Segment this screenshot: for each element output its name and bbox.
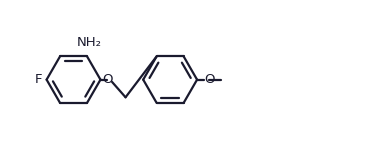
- Text: O: O: [102, 73, 113, 86]
- Text: F: F: [34, 73, 42, 86]
- Text: NH₂: NH₂: [77, 36, 102, 49]
- Text: O: O: [204, 73, 215, 86]
